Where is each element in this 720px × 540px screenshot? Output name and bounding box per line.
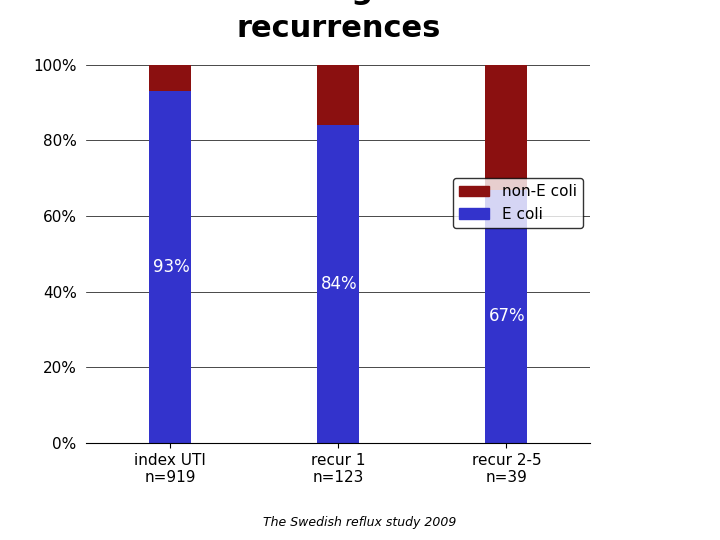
Text: 84%: 84%: [321, 275, 357, 293]
Bar: [150, 91, 192, 443]
Bar: [318, 125, 359, 443]
Bar: [485, 190, 527, 443]
Bar: [485, 65, 527, 190]
Title: Bacterial findings and febrile
recurrences: Bacterial findings and febrile recurrenc…: [88, 0, 589, 43]
Text: The Swedish reflux study 2009: The Swedish reflux study 2009: [264, 516, 456, 529]
Legend: non-E coli, E coli: non-E coli, E coli: [453, 178, 582, 228]
Text: 67%: 67%: [489, 307, 526, 325]
Bar: [318, 65, 359, 125]
Bar: [150, 65, 192, 91]
Text: 93%: 93%: [153, 258, 189, 276]
